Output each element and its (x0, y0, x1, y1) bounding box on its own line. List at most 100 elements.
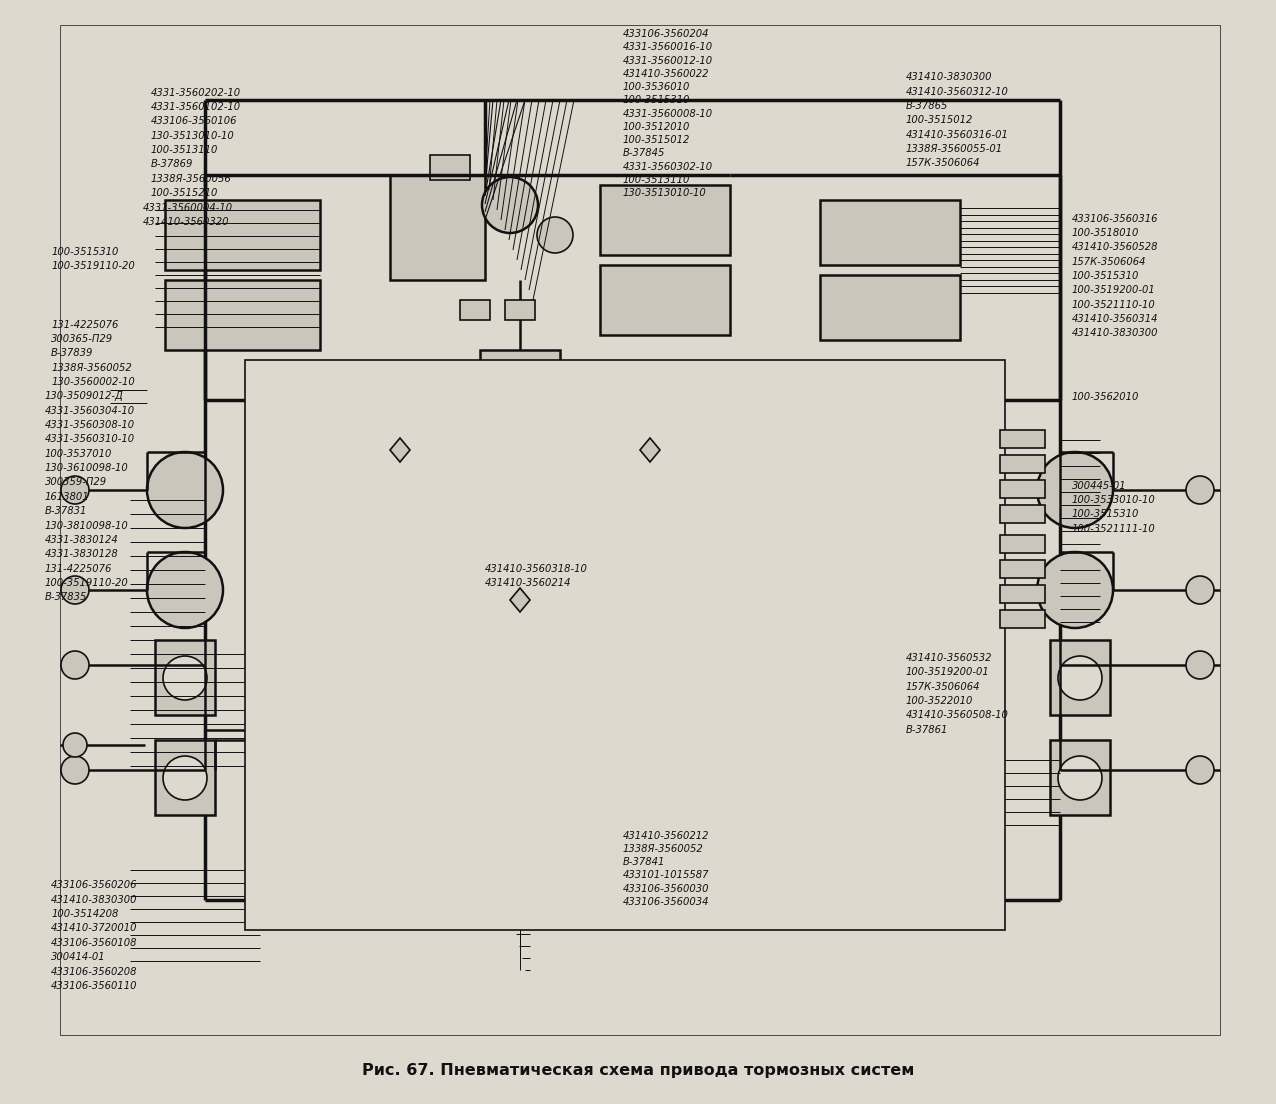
Bar (600, 265, 730, 335)
Text: 100-3512010: 100-3512010 (623, 121, 690, 132)
Circle shape (1185, 651, 1213, 679)
Circle shape (498, 368, 542, 412)
Text: 100-3513110: 100-3513110 (623, 174, 690, 185)
Text: В-37835: В-37835 (45, 592, 87, 603)
Bar (1000, 611, 1045, 628)
Text: 431410-3560314: 431410-3560314 (1072, 314, 1159, 325)
Bar (750, 650, 810, 715)
Text: 1338Я-3560056: 1338Я-3560056 (151, 173, 231, 184)
Circle shape (147, 552, 223, 628)
Bar (505, 300, 535, 320)
Bar (1000, 585, 1045, 603)
Text: 433106-3560106: 433106-3560106 (151, 116, 237, 127)
Text: 157К-3506064: 157К-3506064 (906, 158, 980, 169)
Circle shape (61, 576, 89, 604)
Text: 433106-3560208: 433106-3560208 (51, 966, 138, 977)
Text: 431410-3560312-10: 431410-3560312-10 (906, 86, 1009, 97)
Bar (165, 280, 320, 350)
Text: 433106-3560206: 433106-3560206 (51, 880, 138, 891)
Text: 431410-3560318-10: 431410-3560318-10 (485, 563, 588, 574)
Circle shape (63, 733, 87, 757)
Bar (1000, 505, 1045, 523)
Circle shape (61, 756, 89, 784)
Bar (290, 650, 350, 715)
Text: 157К-3506064: 157К-3506064 (1072, 256, 1146, 267)
Circle shape (762, 665, 798, 701)
Text: В-37845: В-37845 (623, 148, 665, 159)
Polygon shape (641, 438, 660, 461)
Text: Рис. 67. Пневматическая схема привода тормозных систем: Рис. 67. Пневматическая схема привода то… (362, 1062, 914, 1078)
Text: 4331-3560102-10: 4331-3560102-10 (151, 102, 241, 113)
Text: 433106-3560316: 433106-3560316 (1072, 213, 1159, 224)
Text: 431410-3830300: 431410-3830300 (1072, 328, 1159, 339)
Text: 431410-3560532: 431410-3560532 (906, 652, 993, 664)
Circle shape (61, 476, 89, 505)
Text: 100-3519200-01: 100-3519200-01 (1072, 285, 1156, 296)
Text: 100-3513110: 100-3513110 (151, 145, 218, 156)
Text: 431410-3560214: 431410-3560214 (485, 577, 572, 588)
Text: 433106-3560110: 433106-3560110 (51, 980, 138, 991)
Bar (1000, 560, 1045, 578)
Text: 100-3536010: 100-3536010 (623, 82, 690, 93)
Text: 100-3521110-10: 100-3521110-10 (1072, 299, 1156, 310)
Text: 100-3515012: 100-3515012 (623, 135, 690, 146)
Bar (245, 360, 1005, 930)
Text: 4331-3560012-10: 4331-3560012-10 (623, 55, 713, 66)
Text: 100-3515310: 100-3515310 (623, 95, 690, 106)
Text: 431410-3830300: 431410-3830300 (906, 72, 993, 83)
Circle shape (1058, 756, 1102, 800)
Text: 100-3518010: 100-3518010 (1072, 227, 1139, 238)
Text: 433106-3560034: 433106-3560034 (623, 896, 709, 907)
Text: 130-3810098-10: 130-3810098-10 (45, 520, 129, 531)
Text: 4331-3560202-10: 4331-3560202-10 (151, 87, 241, 98)
Circle shape (1058, 656, 1102, 700)
Text: 431410-3560528: 431410-3560528 (1072, 242, 1159, 253)
Text: 157К-3506064: 157К-3506064 (906, 681, 980, 692)
Text: В-37831: В-37831 (45, 506, 87, 517)
Text: 1338Я-3560052: 1338Я-3560052 (51, 362, 131, 373)
Text: 100-3537010: 100-3537010 (45, 448, 112, 459)
Bar (461, 300, 490, 320)
Bar (1000, 535, 1045, 553)
Text: 100-3562010: 100-3562010 (1072, 392, 1139, 403)
Text: 130-3513010-10: 130-3513010-10 (623, 188, 707, 199)
Text: 100-3519200-01: 100-3519200-01 (906, 667, 990, 678)
Text: 431410-3560508-10: 431410-3560508-10 (906, 710, 1009, 721)
Text: 100-3515310: 100-3515310 (1072, 270, 1139, 282)
Text: 300445-01: 300445-01 (1072, 480, 1127, 491)
Text: 4331-3560016-10: 4331-3560016-10 (623, 42, 713, 53)
Circle shape (1185, 476, 1213, 505)
Bar (820, 275, 960, 340)
Circle shape (537, 217, 573, 253)
Bar (750, 540, 805, 605)
Text: 433106-3560204: 433106-3560204 (623, 29, 709, 40)
Circle shape (1037, 552, 1113, 628)
Circle shape (516, 841, 544, 869)
Bar (1000, 429, 1045, 448)
Circle shape (1185, 576, 1213, 604)
Circle shape (147, 452, 223, 528)
Circle shape (1185, 756, 1213, 784)
Text: 100-3515210: 100-3515210 (151, 188, 218, 199)
Text: 100-3522010: 100-3522010 (906, 696, 974, 707)
Text: 131-4225076: 131-4225076 (45, 563, 112, 574)
Bar (260, 730, 325, 800)
Text: В-37869: В-37869 (151, 159, 193, 170)
Text: В-37839: В-37839 (51, 348, 93, 359)
Text: 4331-3830128: 4331-3830128 (45, 549, 119, 560)
Text: 130-3513010-10: 130-3513010-10 (151, 130, 235, 141)
Bar (154, 740, 214, 815)
Text: 4331-3560008-10: 4331-3560008-10 (623, 108, 713, 119)
Text: 433101-1015587: 433101-1015587 (623, 870, 709, 881)
Text: 4331-3560310-10: 4331-3560310-10 (45, 434, 135, 445)
Text: 431410-3830300: 431410-3830300 (51, 894, 138, 905)
Text: 100-3515012: 100-3515012 (906, 115, 974, 126)
Text: 4331-3560004-10: 4331-3560004-10 (143, 202, 234, 213)
Circle shape (61, 651, 89, 679)
Bar (480, 460, 560, 535)
Bar (1050, 640, 1110, 715)
Text: 1338Я-3560055-01: 1338Я-3560055-01 (906, 144, 1003, 155)
Bar (735, 750, 800, 815)
Text: 100-3514208: 100-3514208 (51, 909, 119, 920)
Text: 4331-3560308-10: 4331-3560308-10 (45, 420, 135, 431)
